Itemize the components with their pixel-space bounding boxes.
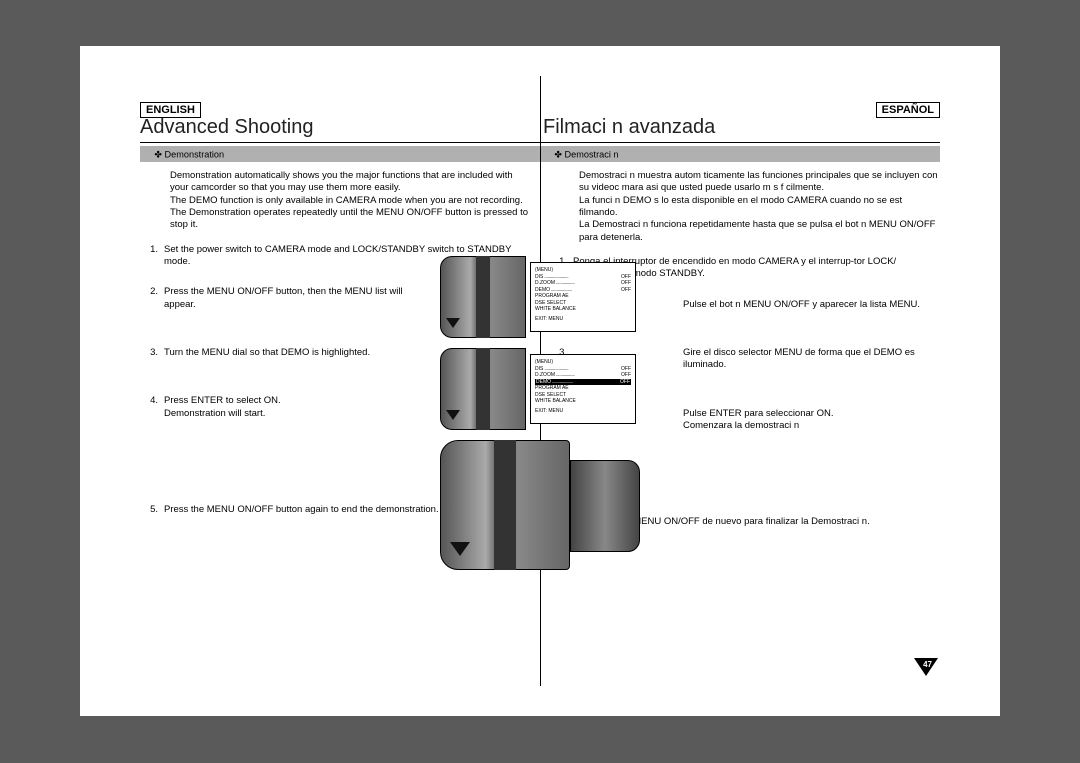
figure-column: (MENU) DIS......................OFF D.ZO… [440, 256, 640, 570]
title-english: Advanced Shooting [140, 116, 537, 139]
manual-page: ENGLISH ESPAÑOL Advanced Shooting Filmac… [80, 46, 1000, 716]
intro-en: Demonstration automatically shows you th… [170, 170, 531, 232]
subtitle-en: ✤ Demonstration [140, 146, 540, 162]
camcorder-figure-3 [440, 440, 640, 570]
menu-screen-2: (MENU) DIS......................OFF D.ZO… [530, 354, 636, 424]
camcorder-figure-2: (MENU) DIS......................OFF D.ZO… [440, 348, 640, 430]
intro-es: Demostraci n muestra autom ticamente las… [579, 170, 940, 244]
camcorder-figure-1: (MENU) DIS......................OFF D.ZO… [440, 256, 640, 338]
svg-text:✤ Demonstration: ✤ Demonstration [154, 149, 224, 159]
title-spanish: Filmaci n avanzada [537, 116, 940, 139]
subtitle-es: ✤ Demostraci n [540, 146, 940, 162]
svg-text:✤ Demostraci n: ✤ Demostraci n [554, 149, 618, 159]
page-number: 47 [923, 660, 932, 669]
menu-screen-1: (MENU) DIS......................OFF D.ZO… [530, 262, 636, 332]
